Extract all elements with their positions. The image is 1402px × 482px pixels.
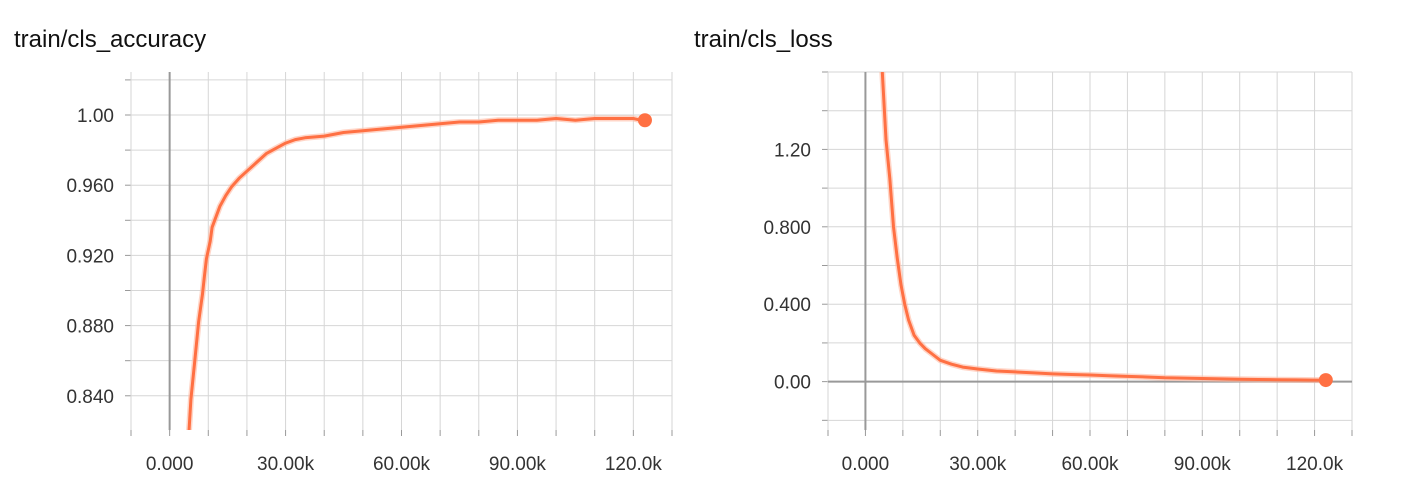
y-tick-label: 0.840: [66, 387, 114, 408]
y-tick-label: 0.880: [66, 317, 114, 338]
x-tick-label: 120.0k: [605, 454, 663, 475]
y-tick-label: 0.800: [763, 218, 811, 239]
x-tick-label: 0.000: [842, 454, 890, 475]
series-line: [187, 117, 645, 430]
chart-title: train/cls_loss: [694, 26, 833, 53]
series-band: [186, 115, 645, 430]
chart-title: train/cls_accuracy: [14, 26, 207, 53]
x-tick-label: 90.00k: [1174, 454, 1232, 475]
y-tick-label: 1.20: [774, 140, 811, 161]
x-tick-label: 90.00k: [489, 454, 547, 475]
series-line: [880, 72, 1326, 382]
y-tick-label: 0.400: [763, 295, 811, 316]
y-tick-label: 1.00: [77, 106, 114, 127]
series-endpoint-marker: [1318, 373, 1333, 388]
loss-chart: 0.000 30.00k 60.00k 90.00k 120.0k 0.00 0.400 0.…: [763, 71, 1353, 475]
y-tick-label: 0.960: [66, 176, 114, 197]
chart-panel-loss: train/cls_loss 0.000 30.00k 60.00k 90.00k 12…: [694, 0, 1402, 482]
series-endpoint-marker: [637, 113, 652, 128]
y-tick-label: 0.00: [774, 373, 811, 394]
accuracy-chart: 0.000 30.00k 60.00k 90.00k 120.0k 0.840 0.880 0…: [66, 72, 673, 475]
x-tick-label: 0.000: [146, 454, 194, 475]
x-tick-label: 60.00k: [373, 454, 431, 475]
series-band: [879, 72, 1326, 384]
y-tick-label: 0.920: [66, 246, 114, 267]
x-tick-label: 30.00k: [257, 454, 315, 475]
x-tick-label: 30.00k: [949, 454, 1007, 475]
chart-panel-accuracy: train/cls_accuracy 0.000 30.00k 60.00k 90.0…: [0, 0, 700, 482]
x-tick-label: 60.00k: [1061, 454, 1119, 475]
x-tick-label: 120.0k: [1286, 454, 1344, 475]
